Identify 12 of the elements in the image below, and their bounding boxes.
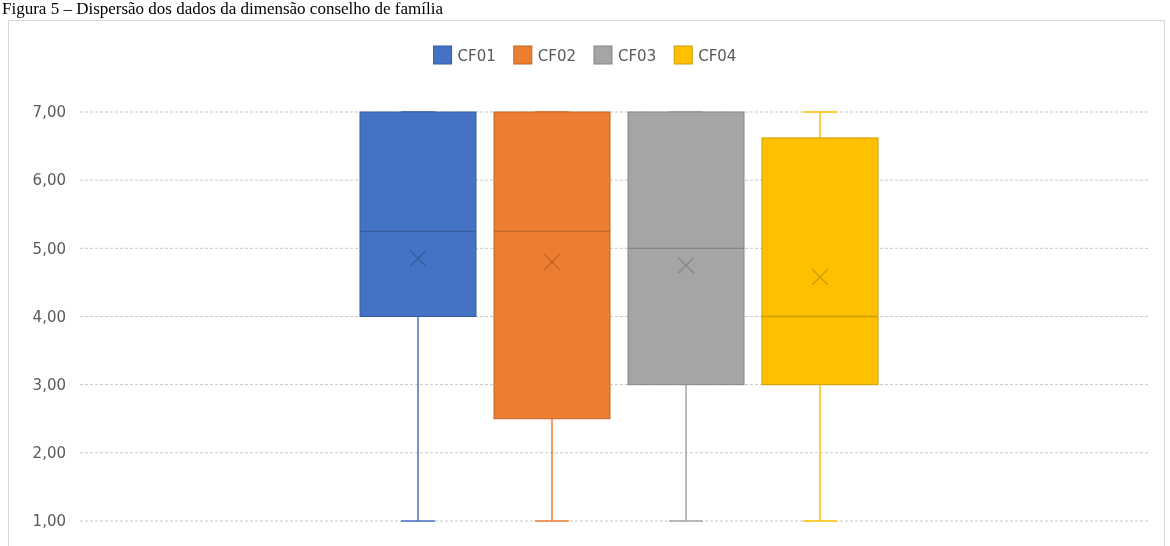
y-tick-label: 6,00 xyxy=(32,171,66,190)
legend-label: CF04 xyxy=(698,47,737,65)
chart-title: Figura 5 – Dispersão dos dados da dimensão conselho de família xyxy=(2,0,444,18)
y-tick-label: 3,00 xyxy=(32,375,66,394)
y-tick-label: 7,00 xyxy=(32,103,66,122)
y-tick-label: 2,00 xyxy=(32,444,66,463)
y-tick-label: 1,00 xyxy=(32,512,66,531)
y-tick-label: 5,00 xyxy=(32,239,66,258)
legend-label: CF03 xyxy=(618,47,657,65)
legend-label: CF02 xyxy=(537,47,576,65)
y-tick-label: 4,00 xyxy=(32,307,66,326)
legend-label: CF01 xyxy=(457,47,496,65)
